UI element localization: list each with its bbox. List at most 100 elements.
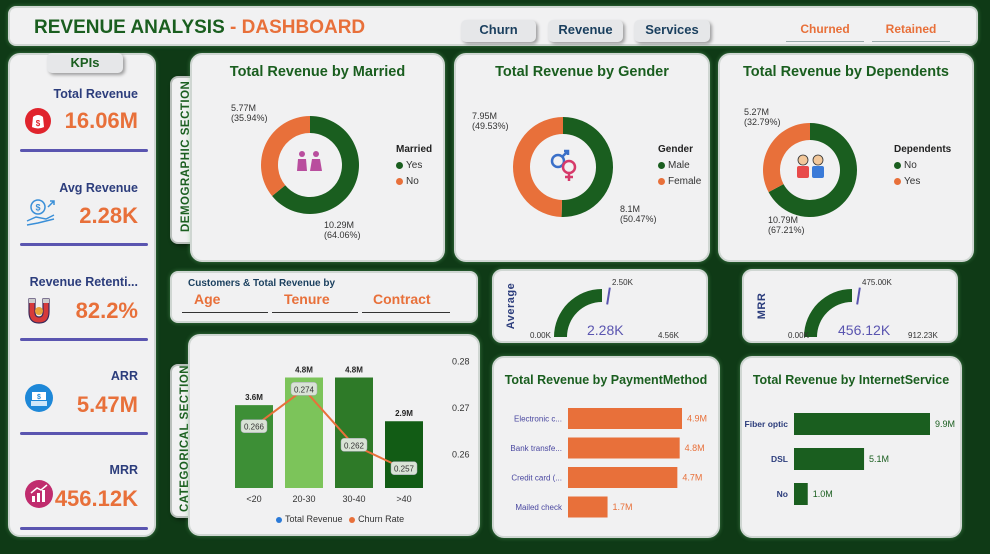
bar-20-30[interactable] [285, 377, 323, 488]
bar-value-label: 2.9M [395, 409, 413, 418]
kpi-value-revenue-retention: 82.2% [75, 298, 138, 323]
growth-chart-icon [24, 479, 54, 514]
donut-slice-yes[interactable] [272, 116, 359, 215]
filter-retained[interactable]: Retained [872, 20, 950, 42]
churn-point-label: 0.274 [294, 385, 315, 394]
donut-card-dependents: Total Revenue by Dependents 5.27M (32.79%… [718, 53, 974, 262]
legend-item-no[interactable]: No [396, 176, 432, 187]
combo-chart-card: 0.28 0.27 0.26 3.6M <20 4.8M 20-30 4.8M 30-40 2.9… [188, 334, 480, 536]
gauge-max: 912.23K [908, 331, 938, 340]
bar-1[interactable] [568, 437, 680, 459]
kpi-value-total-revenue: 16.06M [64, 108, 138, 133]
kpi-value-arr: 5.47M [76, 392, 138, 417]
slice-label-yes: 10.29M (64.06%) [324, 220, 361, 240]
category-option-label: Age [194, 291, 221, 307]
donut-card-married: Total Revenue by Married 5.77M (35.94%) 1… [190, 53, 445, 262]
legend-item-no[interactable]: No [894, 160, 951, 171]
category-label: Credit card (... [511, 474, 562, 483]
legend-item-yes[interactable]: Yes [396, 160, 432, 171]
bar-value-label: 5.1M [869, 454, 889, 464]
donut-chart-gender [512, 117, 613, 217]
bar-0[interactable] [794, 413, 930, 435]
category-label: Electronic c... [514, 415, 562, 424]
donut-slice-no[interactable] [261, 116, 310, 197]
nav-churn-button[interactable]: Churn [461, 20, 536, 42]
slice-label-male: 8.1M (50.47%) [620, 204, 657, 224]
category-option-age[interactable]: Age [182, 291, 268, 313]
nav-revenue-button[interactable]: Revenue [548, 20, 623, 42]
bar-value-label: 1.0M [813, 489, 833, 499]
magnet-icon [24, 295, 54, 332]
legend-item-yes[interactable]: Yes [894, 176, 951, 187]
bar-3[interactable] [568, 496, 608, 518]
y2-tick-label: 0.28 [452, 356, 470, 366]
gauge-mrr [804, 287, 861, 337]
bar-2[interactable] [568, 467, 678, 488]
x-tick-label: 20-30 [292, 494, 315, 504]
filter-churned[interactable]: Churned [786, 20, 864, 42]
donut-slice-male[interactable] [561, 117, 613, 217]
category-option-tenure[interactable]: Tenure [272, 291, 358, 313]
churn-point-label-bg [390, 461, 418, 475]
kpi-divider [20, 338, 148, 341]
gauge-value: 2.28K [587, 322, 624, 338]
category-label: Fiber optic [745, 419, 789, 429]
category-filter-title: Customers & Total Revenue by [188, 278, 336, 289]
bar->40[interactable] [385, 421, 423, 488]
legend-item-female[interactable]: Female [658, 176, 701, 187]
donut-slice-female[interactable] [512, 117, 563, 217]
churn-point-label: 0.257 [394, 465, 415, 474]
gauge-card-mrr: MRR 0.00K 912.23K 475.00K 456.12K [742, 269, 958, 343]
gauge-target-marker [856, 287, 861, 305]
bar-<20[interactable] [235, 405, 273, 488]
internet-service-bar-chart: Fiber optic 9.9M DSL 5.1M No 1.0M [745, 413, 955, 505]
slice-label-no: 10.79M (67.21%) [768, 215, 805, 235]
bar-value-label: 3.6M [245, 393, 263, 402]
churn-point-label-bg [340, 438, 368, 452]
gauge-fill [804, 289, 852, 337]
bar-value-label: 4.7M [682, 473, 702, 483]
donut-slice-yes[interactable] [763, 123, 810, 193]
category-label: Mailed check [515, 503, 563, 512]
slice-label-yes: 5.27M (32.79%) [744, 107, 781, 127]
couple-icon [297, 151, 322, 171]
gauge-average [554, 287, 611, 337]
bar-value-label: 4.8M [685, 443, 705, 453]
kpi-label-total-revenue: Total Revenue [53, 87, 138, 101]
category-option-contract[interactable]: Contract [362, 291, 450, 313]
kpi-label-mrr: MRR [109, 463, 138, 477]
bar-1[interactable] [794, 448, 865, 470]
cash-register-icon: $ [24, 383, 54, 418]
bar-30-40[interactable] [335, 377, 373, 488]
legend-title: Married [396, 144, 433, 155]
legend-item-churn-rate[interactable]: Churn Rate [349, 514, 404, 524]
kpi-label-arr: ARR [110, 369, 138, 383]
bar-2[interactable] [794, 483, 808, 505]
money-bag-icon: $ [24, 107, 52, 140]
bar-0[interactable] [568, 408, 682, 429]
category-label: DSL [771, 454, 788, 464]
churn-point-label: 0.266 [244, 423, 265, 432]
donut-card-gender: Total Revenue by Gender 7.95M (49.53%) 8.… [454, 53, 710, 262]
bar-value-label: 4.8M [295, 366, 313, 375]
churn-rate-line [253, 387, 405, 470]
chart-title: Total Revenue by PaymentMethod [504, 373, 708, 387]
gauge-card-average: Average 0.00K 4.56K 2.50K 2.28K [492, 269, 708, 343]
gauge-max: 4.56K [658, 331, 679, 340]
nav-services-button[interactable]: Services [634, 20, 710, 42]
svg-text:$: $ [37, 394, 41, 401]
bar-value-label: 9.9M [935, 419, 955, 429]
legend-item-male[interactable]: Male [658, 160, 701, 171]
filter-retained-label: Retained [885, 22, 937, 36]
gender-symbols-icon [550, 149, 577, 181]
gauge-min: 0.00K [788, 331, 809, 340]
kpi-label-avg-revenue: Avg Revenue [59, 181, 138, 195]
donut-slice-no[interactable] [768, 123, 857, 217]
category-option-label: Contract [373, 291, 431, 307]
slice-label-no: 5.77M (35.94%) [231, 103, 268, 123]
legend-item-total-revenue[interactable]: Total Revenue [276, 514, 343, 524]
category-label: Bank transfe... [510, 444, 562, 453]
internet-service-card: Total Revenue by InternetService Fiber o… [740, 356, 962, 538]
gauge-target: 2.50K [612, 278, 633, 287]
payment-method-card: Total Revenue by PaymentMethod Electroni… [492, 356, 720, 538]
